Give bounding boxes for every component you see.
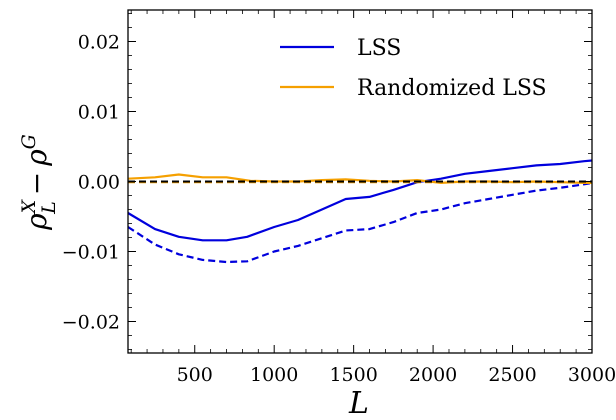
ticks-layer: 500 1000 1500 2000 2500 3000 0.02 0.01 0.00 −0.01… <box>62 10 616 386</box>
y-title-sup2: G <box>18 134 40 149</box>
y-title-sup1: X <box>18 198 40 215</box>
x-tick-label: 2500 <box>488 364 536 386</box>
y-tick-label: 0.01 <box>78 102 120 124</box>
y-tick-label: −0.01 <box>62 242 120 264</box>
legend-label-lss: LSS <box>357 36 401 61</box>
y-title-base: ρ <box>20 213 53 231</box>
x-axis-title: L <box>348 386 369 420</box>
y-title-base-2: ρ <box>20 149 53 167</box>
x-tick-label: 500 <box>177 364 213 386</box>
y-tick-label: 0.02 <box>78 32 120 54</box>
x-tick-label: 1000 <box>250 364 298 386</box>
y-tick-label: −0.02 <box>62 312 120 334</box>
series-layer <box>127 159 593 264</box>
y-axis-title: ρXL−ρG <box>18 134 60 231</box>
x-tick-label: 2000 <box>409 364 457 386</box>
legend: LSS Randomized LSS <box>280 36 547 101</box>
x-tick-label: 1500 <box>329 364 377 386</box>
legend-label-randomized-lss: Randomized LSS <box>357 76 547 101</box>
y-title-minus: − <box>20 172 53 195</box>
svg-text:ρXL−ρG: ρXL−ρG <box>18 134 60 231</box>
series-line-lss-dashed <box>127 181 593 264</box>
series-line-lss <box>127 159 593 242</box>
x-tick-label: 3000 <box>568 364 616 386</box>
y-tick-label: 0.00 <box>78 172 120 194</box>
y-title-sub1: L <box>38 201 60 215</box>
